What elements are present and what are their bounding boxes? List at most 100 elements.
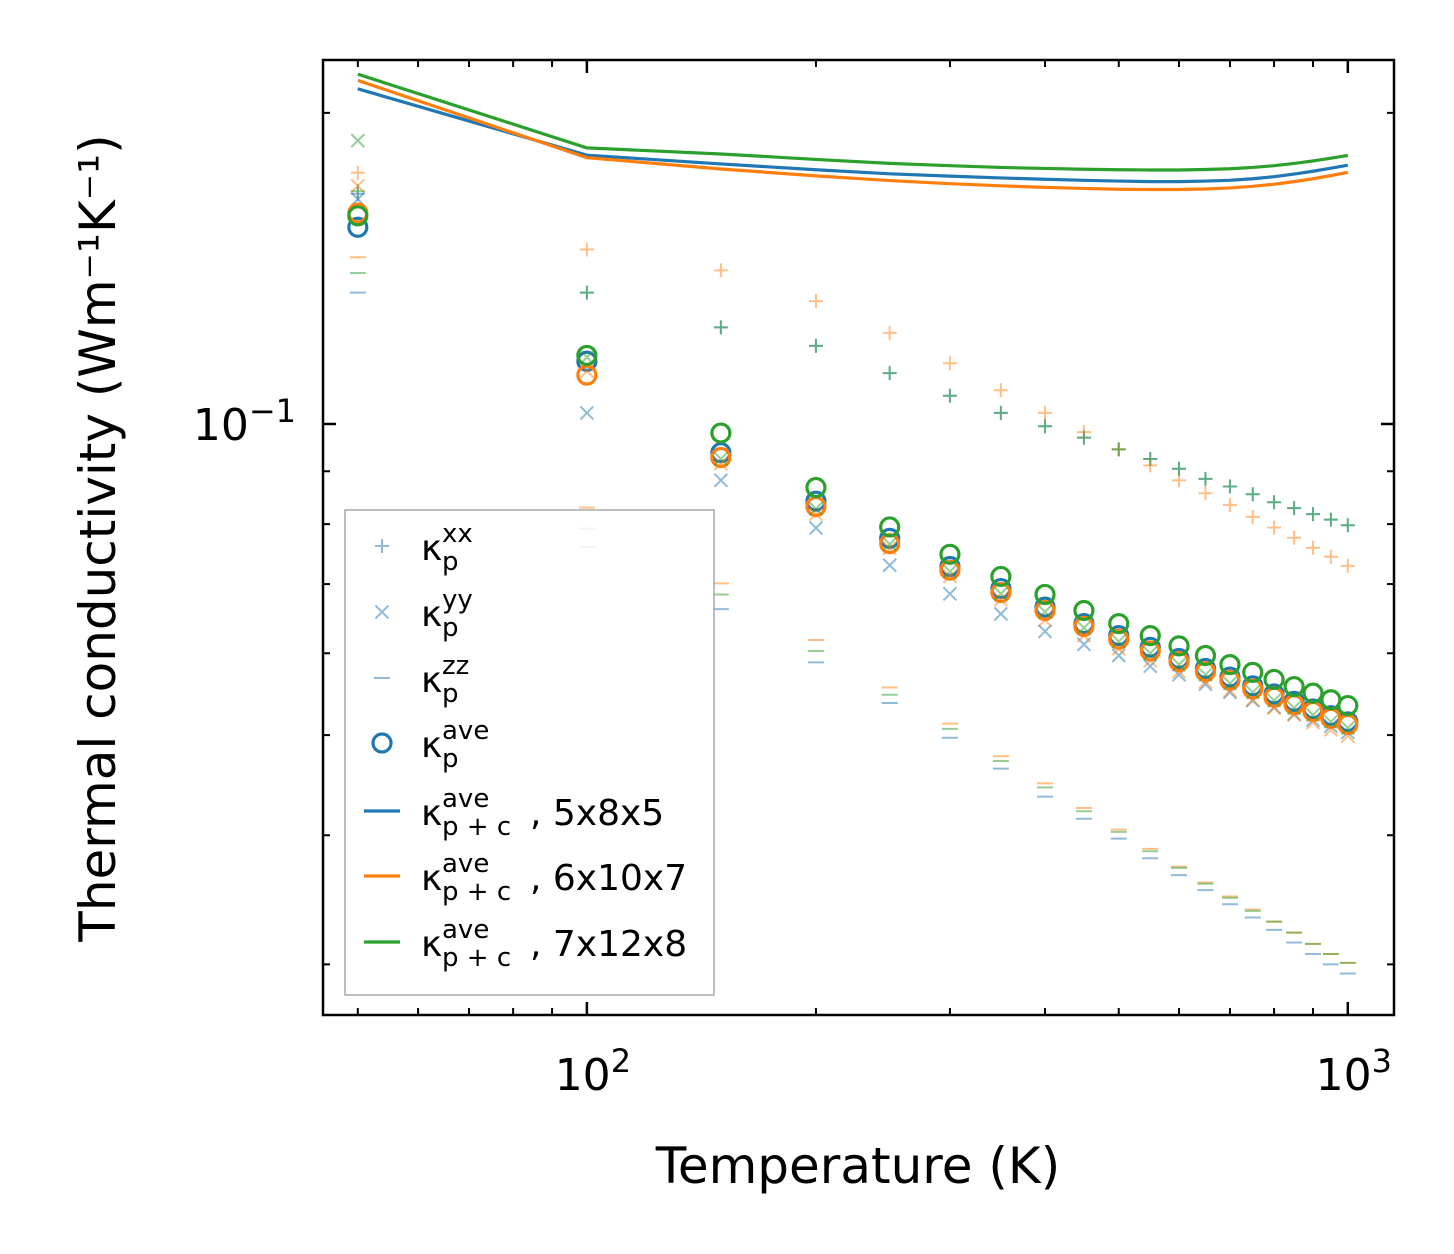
point-ave-7x12x8 [1194,644,1217,667]
point-xx-6x10x7 [713,263,728,278]
point-ave-7x12x8 [1139,625,1161,647]
legend-marker-xx-0 [375,539,389,553]
point-xx-7x12x8 [1267,495,1282,510]
point-ave-6x10x7 [1034,599,1056,622]
point-ave-7x12x8 [710,422,732,444]
point-ave-7x12x8 [1108,612,1130,635]
data-markers [347,133,1359,975]
point-ave-7x12x8 [1034,583,1056,606]
point-xx-7x12x8 [1172,461,1186,476]
point-ave-5x8x5 [347,216,369,238]
point-xx-6x10x7 [1267,520,1282,535]
point-yy-7x12x8 [1340,720,1356,736]
plot-frame [321,58,1396,1017]
point-yy-7x12x8 [1037,604,1053,620]
conductivity-lines [357,72,1349,192]
point-xx-7x12x8 [1340,518,1355,533]
point-yy-7x12x8 [1111,634,1126,649]
point-yy-7x12x8 [1198,667,1213,682]
point-yy-6x10x7 [993,592,1009,607]
point-yy-7x12x8 [1305,707,1321,723]
point-xx-7x12x8 [882,366,897,381]
point-yy-5x8x5 [882,558,897,573]
point-yy-6x10x7 [942,569,958,584]
point-xx-7x12x8 [1076,430,1091,445]
point-yy-7x12x8 [1076,620,1092,636]
tick-labels: 102 103 10−1 [193,392,1392,1101]
point-yy-5x8x5 [1037,624,1053,639]
point-yy-7x12x8 [808,501,824,516]
point-xx-6x10x7 [350,165,365,180]
legend-label-4: κave p + c, 5x8x5 [421,784,664,842]
line-kappa-pc-5x8x5 [357,87,1349,184]
point-yy-5x8x5 [993,606,1009,622]
point-yy-7x12x8 [1222,676,1238,691]
point-yy-5x8x5 [1111,648,1126,663]
point-xx-7x12x8 [1245,487,1260,502]
x-axis-label: Temperature (K) [655,1137,1060,1195]
point-ave-6x10x7 [1139,640,1161,662]
point-ave-7x12x8 [1073,599,1095,622]
point-xx-6x10x7 [808,294,823,309]
point-ave-7x12x8 [1302,682,1324,704]
point-xx-6x10x7 [1245,509,1260,524]
x-tick-label: 103 [1316,1042,1392,1101]
point-xx-6x10x7 [1038,405,1053,420]
point-xx-7x12x8 [1305,507,1320,522]
point-ave-7x12x8 [576,344,598,367]
point-ave-7x12x8 [879,516,901,538]
point-yy-7x12x8 [1245,685,1260,700]
point-yy-7x12x8 [713,451,729,467]
point-xx-7x12x8 [1222,479,1237,494]
legend-label-1: κyy p [421,585,473,643]
point-ave-7x12x8 [1242,661,1264,683]
line-kappa-pc-6x10x7 [357,78,1349,192]
point-ave-6x10x7 [1194,660,1217,683]
point-xx-7x12x8 [350,184,365,199]
point-xx-6x10x7 [1198,486,1213,501]
point-xx-6x10x7 [1305,540,1320,555]
point-xx-7x12x8 [1323,512,1338,527]
legend-marker-yy-1 [374,604,390,620]
legend-label-2: κzz p [421,651,469,709]
point-ave-7x12x8 [347,205,369,227]
point-xx-7x12x8 [1287,501,1302,516]
point-xx-7x12x8 [713,320,728,335]
y-tick-label: 10−1 [193,392,296,451]
point-ave-6x10x7 [710,446,732,469]
point-ave-7x12x8 [1168,635,1190,657]
point-ave-7x12x8 [1263,668,1285,691]
point-xx-6x10x7 [882,325,897,340]
point-ave-7x12x8 [1283,676,1305,698]
point-yy-7x12x8 [942,564,958,579]
point-yy-7x12x8 [993,586,1009,602]
point-xx-7x12x8 [942,388,957,403]
point-yy-7x12x8 [350,133,366,148]
point-xx-6x10x7 [942,356,957,371]
point-ave-6x10x7 [576,364,598,386]
point-xx-6x10x7 [1222,497,1237,512]
point-xx-7x12x8 [579,285,594,300]
point-ave-6x10x7 [939,559,961,581]
legend-box [344,509,715,996]
point-yy-5x8x5 [1143,658,1158,674]
point-yy-5x8x5 [713,473,729,488]
y-axis-label: Thermal conductivity (Wm⁻¹K⁻¹) [69,134,127,942]
point-yy-7x12x8 [1286,700,1302,716]
point-ave-7x12x8 [990,565,1012,588]
point-xx-6x10x7 [1340,558,1355,573]
point-xx-7x12x8 [993,405,1008,420]
point-yy-7x12x8 [1323,714,1339,730]
point-ave-6x10x7 [1219,669,1241,691]
point-ave-6x10x7 [1168,650,1190,673]
point-xx-6x10x7 [579,242,594,257]
point-ave-7x12x8 [805,476,827,499]
point-yy-6x10x7 [713,456,729,472]
line-kappa-pc-7x12x8 [357,72,1349,172]
legend-label-6: κave p + c, 7x12x8 [421,915,687,973]
point-yy-7x12x8 [1266,693,1282,708]
point-ave-7x12x8 [1219,654,1241,676]
legend-marker-ave-3 [371,732,393,754]
point-xx-7x12x8 [808,338,823,353]
